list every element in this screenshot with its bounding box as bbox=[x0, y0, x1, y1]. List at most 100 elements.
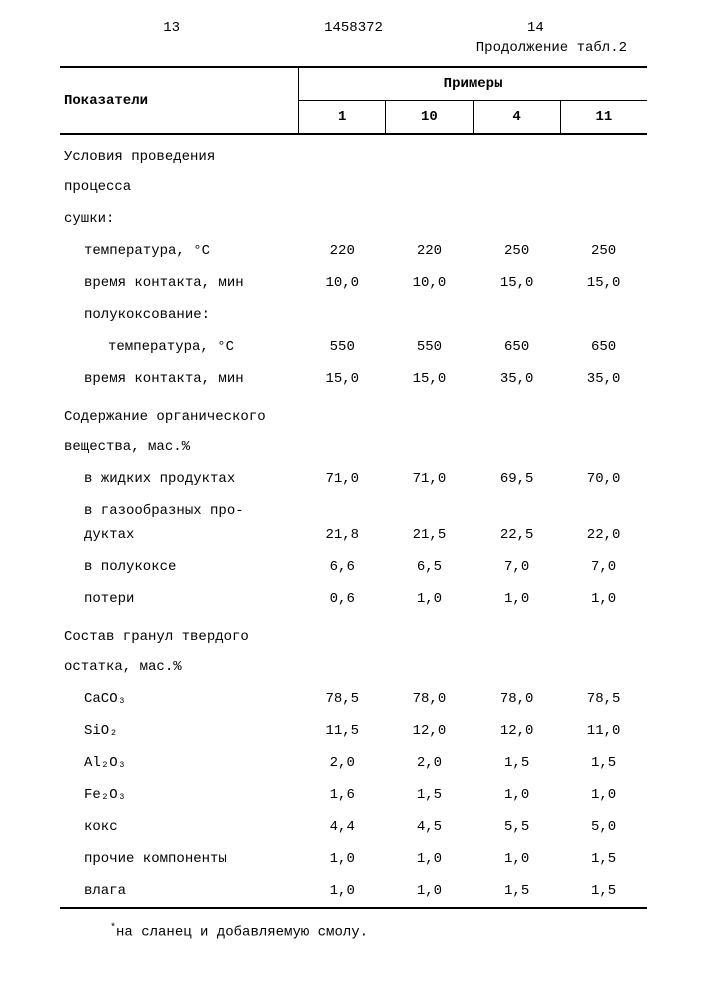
row-label: время контакта, мин bbox=[60, 363, 299, 395]
value-cell: 71,0 bbox=[386, 463, 473, 495]
table-row: потери0,61,01,01,0 bbox=[60, 583, 647, 615]
row-label: Fe₂O₃ bbox=[60, 779, 299, 811]
section-title-row: Условия проведения bbox=[60, 135, 647, 171]
row-label: температура, °С bbox=[60, 235, 299, 267]
row-label: дуктах bbox=[60, 527, 299, 551]
empty-cell bbox=[473, 203, 560, 235]
empty-cell bbox=[299, 615, 386, 651]
value-cell: 15,0 bbox=[473, 267, 560, 299]
value-cell: 70,0 bbox=[560, 463, 647, 495]
value-cell: 550 bbox=[299, 331, 386, 363]
value-cell: 5,5 bbox=[473, 811, 560, 843]
value-cell: 7,0 bbox=[560, 551, 647, 583]
value-cell: 15,0 bbox=[386, 363, 473, 395]
value-cell: 10,0 bbox=[299, 267, 386, 299]
empty-cell bbox=[386, 395, 473, 431]
value-cell: 10,0 bbox=[386, 267, 473, 299]
row-label: кокс bbox=[60, 811, 299, 843]
value-cell: 15,0 bbox=[299, 363, 386, 395]
table-row: влага1,01,01,51,5 bbox=[60, 875, 647, 907]
value-cell: 220 bbox=[299, 235, 386, 267]
empty-cell bbox=[386, 171, 473, 203]
empty-cell bbox=[386, 135, 473, 171]
value-cell: 1,0 bbox=[299, 843, 386, 875]
empty-cell bbox=[473, 651, 560, 683]
empty-cell bbox=[386, 431, 473, 463]
continuation-label: Продолжение табл.2 bbox=[60, 40, 647, 56]
col-11: 11 bbox=[560, 101, 647, 134]
empty-cell bbox=[299, 431, 386, 463]
value-cell: 1,0 bbox=[386, 583, 473, 615]
row-label: в жидких продуктах bbox=[60, 463, 299, 495]
value-cell: 1,0 bbox=[386, 875, 473, 907]
value-cell: 1,5 bbox=[560, 747, 647, 779]
section-title-cell: сушки: bbox=[60, 203, 299, 235]
table-row: кокс4,44,55,55,0 bbox=[60, 811, 647, 843]
value-cell: 1,5 bbox=[473, 875, 560, 907]
value-cell: 1,0 bbox=[473, 779, 560, 811]
page-number-right: 14 bbox=[527, 20, 647, 36]
empty-cell bbox=[386, 651, 473, 683]
value-cell: 1,0 bbox=[560, 779, 647, 811]
empty-cell bbox=[299, 395, 386, 431]
value-cell: 2,0 bbox=[386, 747, 473, 779]
value-cell bbox=[386, 299, 473, 331]
value-cell bbox=[299, 299, 386, 331]
row-label: SiO₂ bbox=[60, 715, 299, 747]
value-cell: 1,5 bbox=[560, 843, 647, 875]
table-row: в газообразных про- bbox=[60, 495, 647, 527]
empty-cell bbox=[386, 615, 473, 651]
row-label: CaCO₃ bbox=[60, 683, 299, 715]
value-cell: 1,6 bbox=[299, 779, 386, 811]
table-row: полукоксование: bbox=[60, 299, 647, 331]
table-row: температура, °С550550650650 bbox=[60, 331, 647, 363]
row-label: влага bbox=[60, 875, 299, 907]
value-cell: 250 bbox=[560, 235, 647, 267]
value-cell: 15,0 bbox=[560, 267, 647, 299]
value-cell: 650 bbox=[560, 331, 647, 363]
value-cell: 22,0 bbox=[560, 527, 647, 551]
empty-cell bbox=[299, 651, 386, 683]
empty-cell bbox=[473, 615, 560, 651]
header-row-1: Показатели Примеры bbox=[60, 68, 647, 101]
section-title-row: остатка, мас.% bbox=[60, 651, 647, 683]
value-cell bbox=[473, 495, 560, 527]
empty-cell bbox=[560, 171, 647, 203]
table-head: Показатели Примеры 1 10 4 11 bbox=[60, 68, 647, 135]
col-4: 4 bbox=[473, 101, 560, 134]
row-label: потери bbox=[60, 583, 299, 615]
value-cell: 5,0 bbox=[560, 811, 647, 843]
value-cell: 250 bbox=[473, 235, 560, 267]
value-cell: 2,0 bbox=[299, 747, 386, 779]
table-row: время контакта, мин10,010,015,015,0 bbox=[60, 267, 647, 299]
table-row: время контакта, мин15,015,035,035,0 bbox=[60, 363, 647, 395]
table-bottom-rule bbox=[60, 907, 647, 909]
table-row: температура, °С220220250250 bbox=[60, 235, 647, 267]
value-cell: 11,5 bbox=[299, 715, 386, 747]
section-title-cell: процесса bbox=[60, 171, 299, 203]
value-cell: 1,5 bbox=[560, 875, 647, 907]
value-cell: 12,0 bbox=[386, 715, 473, 747]
value-cell: 78,0 bbox=[386, 683, 473, 715]
value-cell: 1,5 bbox=[386, 779, 473, 811]
value-cell: 220 bbox=[386, 235, 473, 267]
value-cell: 35,0 bbox=[473, 363, 560, 395]
value-cell: 21,5 bbox=[386, 527, 473, 551]
table-row: дуктах21,821,522,522,0 bbox=[60, 527, 647, 551]
section-title-row: Состав гранул твердого bbox=[60, 615, 647, 651]
empty-cell bbox=[560, 431, 647, 463]
value-cell: 4,4 bbox=[299, 811, 386, 843]
table-row: прочие компоненты1,01,01,01,5 bbox=[60, 843, 647, 875]
value-cell: 550 bbox=[386, 331, 473, 363]
empty-cell bbox=[299, 203, 386, 235]
value-cell: 71,0 bbox=[299, 463, 386, 495]
footnote-text: на сланец и добавляемую смолу. bbox=[116, 925, 368, 941]
value-cell: 78,5 bbox=[560, 683, 647, 715]
empty-cell bbox=[299, 135, 386, 171]
value-cell: 0,6 bbox=[299, 583, 386, 615]
value-cell: 1,0 bbox=[473, 583, 560, 615]
value-cell: 1,0 bbox=[560, 583, 647, 615]
value-cell: 78,5 bbox=[299, 683, 386, 715]
section-title-cell: остатка, мас.% bbox=[60, 651, 299, 683]
table-row: CaCO₃78,578,078,078,5 bbox=[60, 683, 647, 715]
